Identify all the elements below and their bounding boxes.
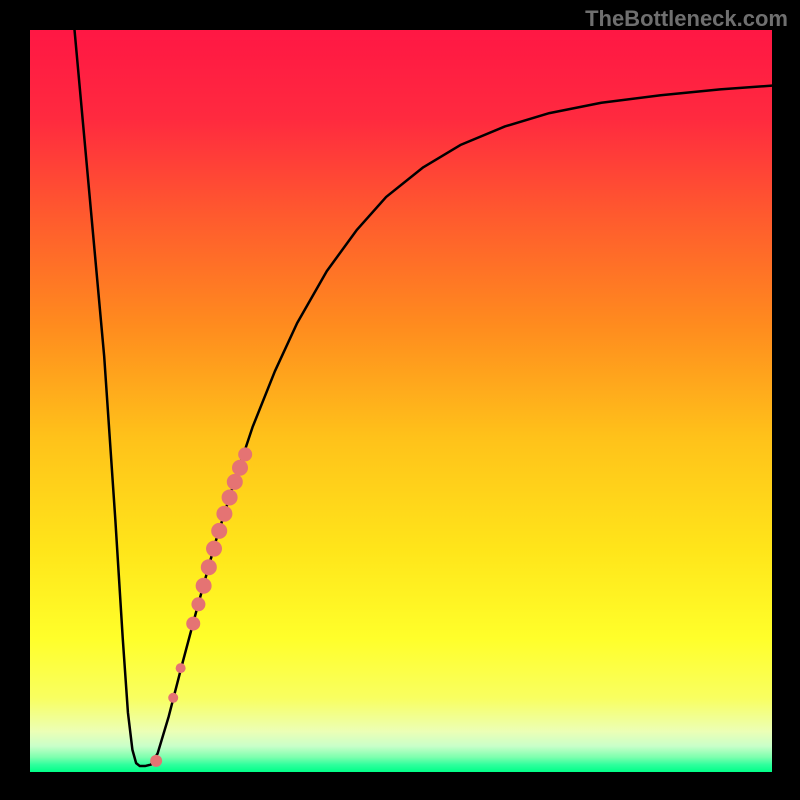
chart-svg [30,30,772,772]
chart-canvas: TheBottleneck.com [0,0,800,800]
plot-area [30,30,772,772]
watermark-text: TheBottleneck.com [585,6,788,32]
